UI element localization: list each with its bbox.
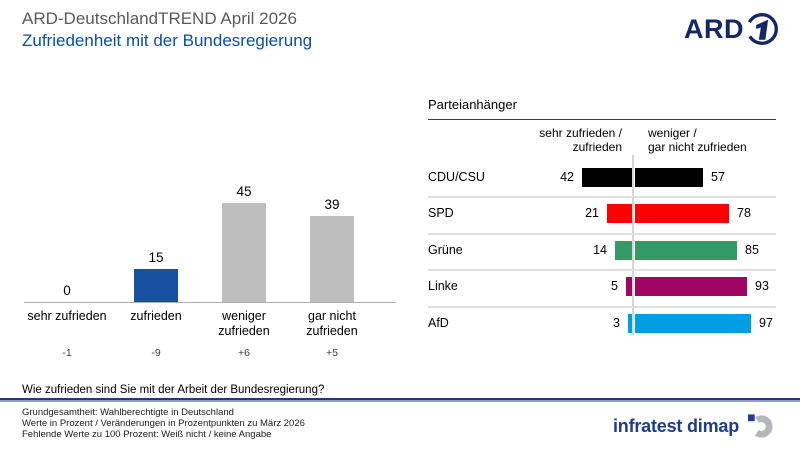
party-label-Grüne: Grüne bbox=[428, 243, 463, 257]
row-separator bbox=[428, 269, 776, 271]
center-axis-line bbox=[632, 155, 634, 335]
bar-category-label: gar nicht zufrieden bbox=[306, 309, 358, 338]
bar-right-Grüne bbox=[635, 241, 737, 260]
footer-divider bbox=[0, 398, 800, 400]
bar-value-label: 0 bbox=[63, 283, 71, 298]
value-left-label: 5 bbox=[611, 279, 618, 293]
column-header-satisfied: sehr zufrieden / zufrieden bbox=[539, 126, 622, 154]
column-header-unsatisfied: weniger / gar nicht zufrieden bbox=[648, 126, 747, 154]
table-title: Parteianhänger bbox=[428, 97, 517, 112]
value-right-label: 93 bbox=[755, 279, 769, 293]
bar-weniger-zufrieden bbox=[222, 203, 266, 302]
value-right-label: 78 bbox=[737, 206, 751, 220]
bar-right-Linke bbox=[635, 277, 747, 296]
bar-left-CDU-CSU bbox=[582, 168, 632, 187]
survey-question: Wie zufrieden sind Sie mit der Arbeit de… bbox=[22, 384, 325, 396]
value-left-label: 21 bbox=[585, 206, 599, 220]
bar-category-label: weniger zufrieden bbox=[218, 309, 270, 338]
ard-logo: ARD bbox=[684, 11, 780, 47]
x-axis-line bbox=[24, 302, 396, 303]
value-left-label: 3 bbox=[613, 316, 620, 330]
ard-one-icon bbox=[746, 13, 778, 45]
footnote-line: Fehlende Werte zu 100 Prozent: Weiß nich… bbox=[22, 429, 272, 440]
party-label-CDU-CSU: CDU/CSU bbox=[428, 170, 485, 184]
bar-value-label: 39 bbox=[324, 197, 340, 212]
page-title: Zufriedenheit mit der Bundesregierung bbox=[22, 31, 313, 50]
party-supporters-table: Parteianhänger sehr zufrieden / zufriede… bbox=[428, 97, 776, 349]
bar-zufrieden bbox=[134, 269, 178, 302]
ard-logo-text: ARD bbox=[684, 14, 744, 44]
value-right-label: 85 bbox=[745, 243, 759, 257]
value-right-label: 97 bbox=[759, 316, 773, 330]
row-separator bbox=[428, 306, 776, 308]
header: ARD-DeutschlandTREND April 2026 Zufriede… bbox=[22, 9, 312, 51]
infratest-dimap-logo: infratest dimap bbox=[613, 413, 774, 440]
bar-right-CDU-CSU bbox=[635, 168, 703, 187]
bar-right-SPD bbox=[635, 204, 729, 223]
bar-right-AfD bbox=[635, 314, 751, 333]
satisfaction-bar-chart: 0 sehr zufrieden -1 15 zufrieden -9 45 weniger … bbox=[24, 182, 396, 359]
row-separator bbox=[428, 196, 776, 198]
footnotes: Grundgesamtheit: Wahlberechtigte in Deut… bbox=[22, 407, 305, 440]
value-right-label: 57 bbox=[711, 170, 725, 184]
bar-left-SPD bbox=[607, 204, 632, 223]
value-left-label: 14 bbox=[593, 243, 607, 257]
bar-change-label: +5 bbox=[326, 347, 338, 359]
party-label-AfD: AfD bbox=[428, 316, 449, 330]
row-separator bbox=[428, 233, 776, 235]
value-left-label: 42 bbox=[560, 170, 574, 184]
page-supertitle: ARD-DeutschlandTREND April 2026 bbox=[22, 9, 297, 28]
bar-value-label: 15 bbox=[148, 250, 164, 265]
footnote-line: Grundgesamtheit: Wahlberechtigte in Deut… bbox=[22, 407, 234, 418]
bar-left-Grüne bbox=[615, 241, 632, 260]
party-label-SPD: SPD bbox=[428, 206, 454, 220]
infratest-dimap-text: infratest dimap bbox=[612, 416, 739, 436]
bar-left-Linke bbox=[626, 277, 632, 296]
footer-divider-shadow bbox=[0, 400, 800, 402]
bar-category-label: sehr zufrieden bbox=[27, 309, 107, 323]
bar-left-AfD bbox=[628, 314, 632, 333]
infratest-dimap-icon bbox=[747, 414, 773, 438]
bar-change-label: -1 bbox=[62, 347, 72, 359]
bar-category-label: zufrieden bbox=[130, 309, 182, 323]
bar-change-label: -9 bbox=[151, 347, 161, 359]
bar-gar-nicht-zufrieden bbox=[310, 216, 354, 302]
table-title-rule bbox=[428, 119, 776, 120]
party-label-Linke: Linke bbox=[428, 279, 458, 293]
bar-change-label: +6 bbox=[238, 347, 250, 359]
bar-value-label: 45 bbox=[236, 184, 252, 199]
footnote-line: Werte in Prozent / Veränderungen in Proz… bbox=[22, 418, 305, 429]
